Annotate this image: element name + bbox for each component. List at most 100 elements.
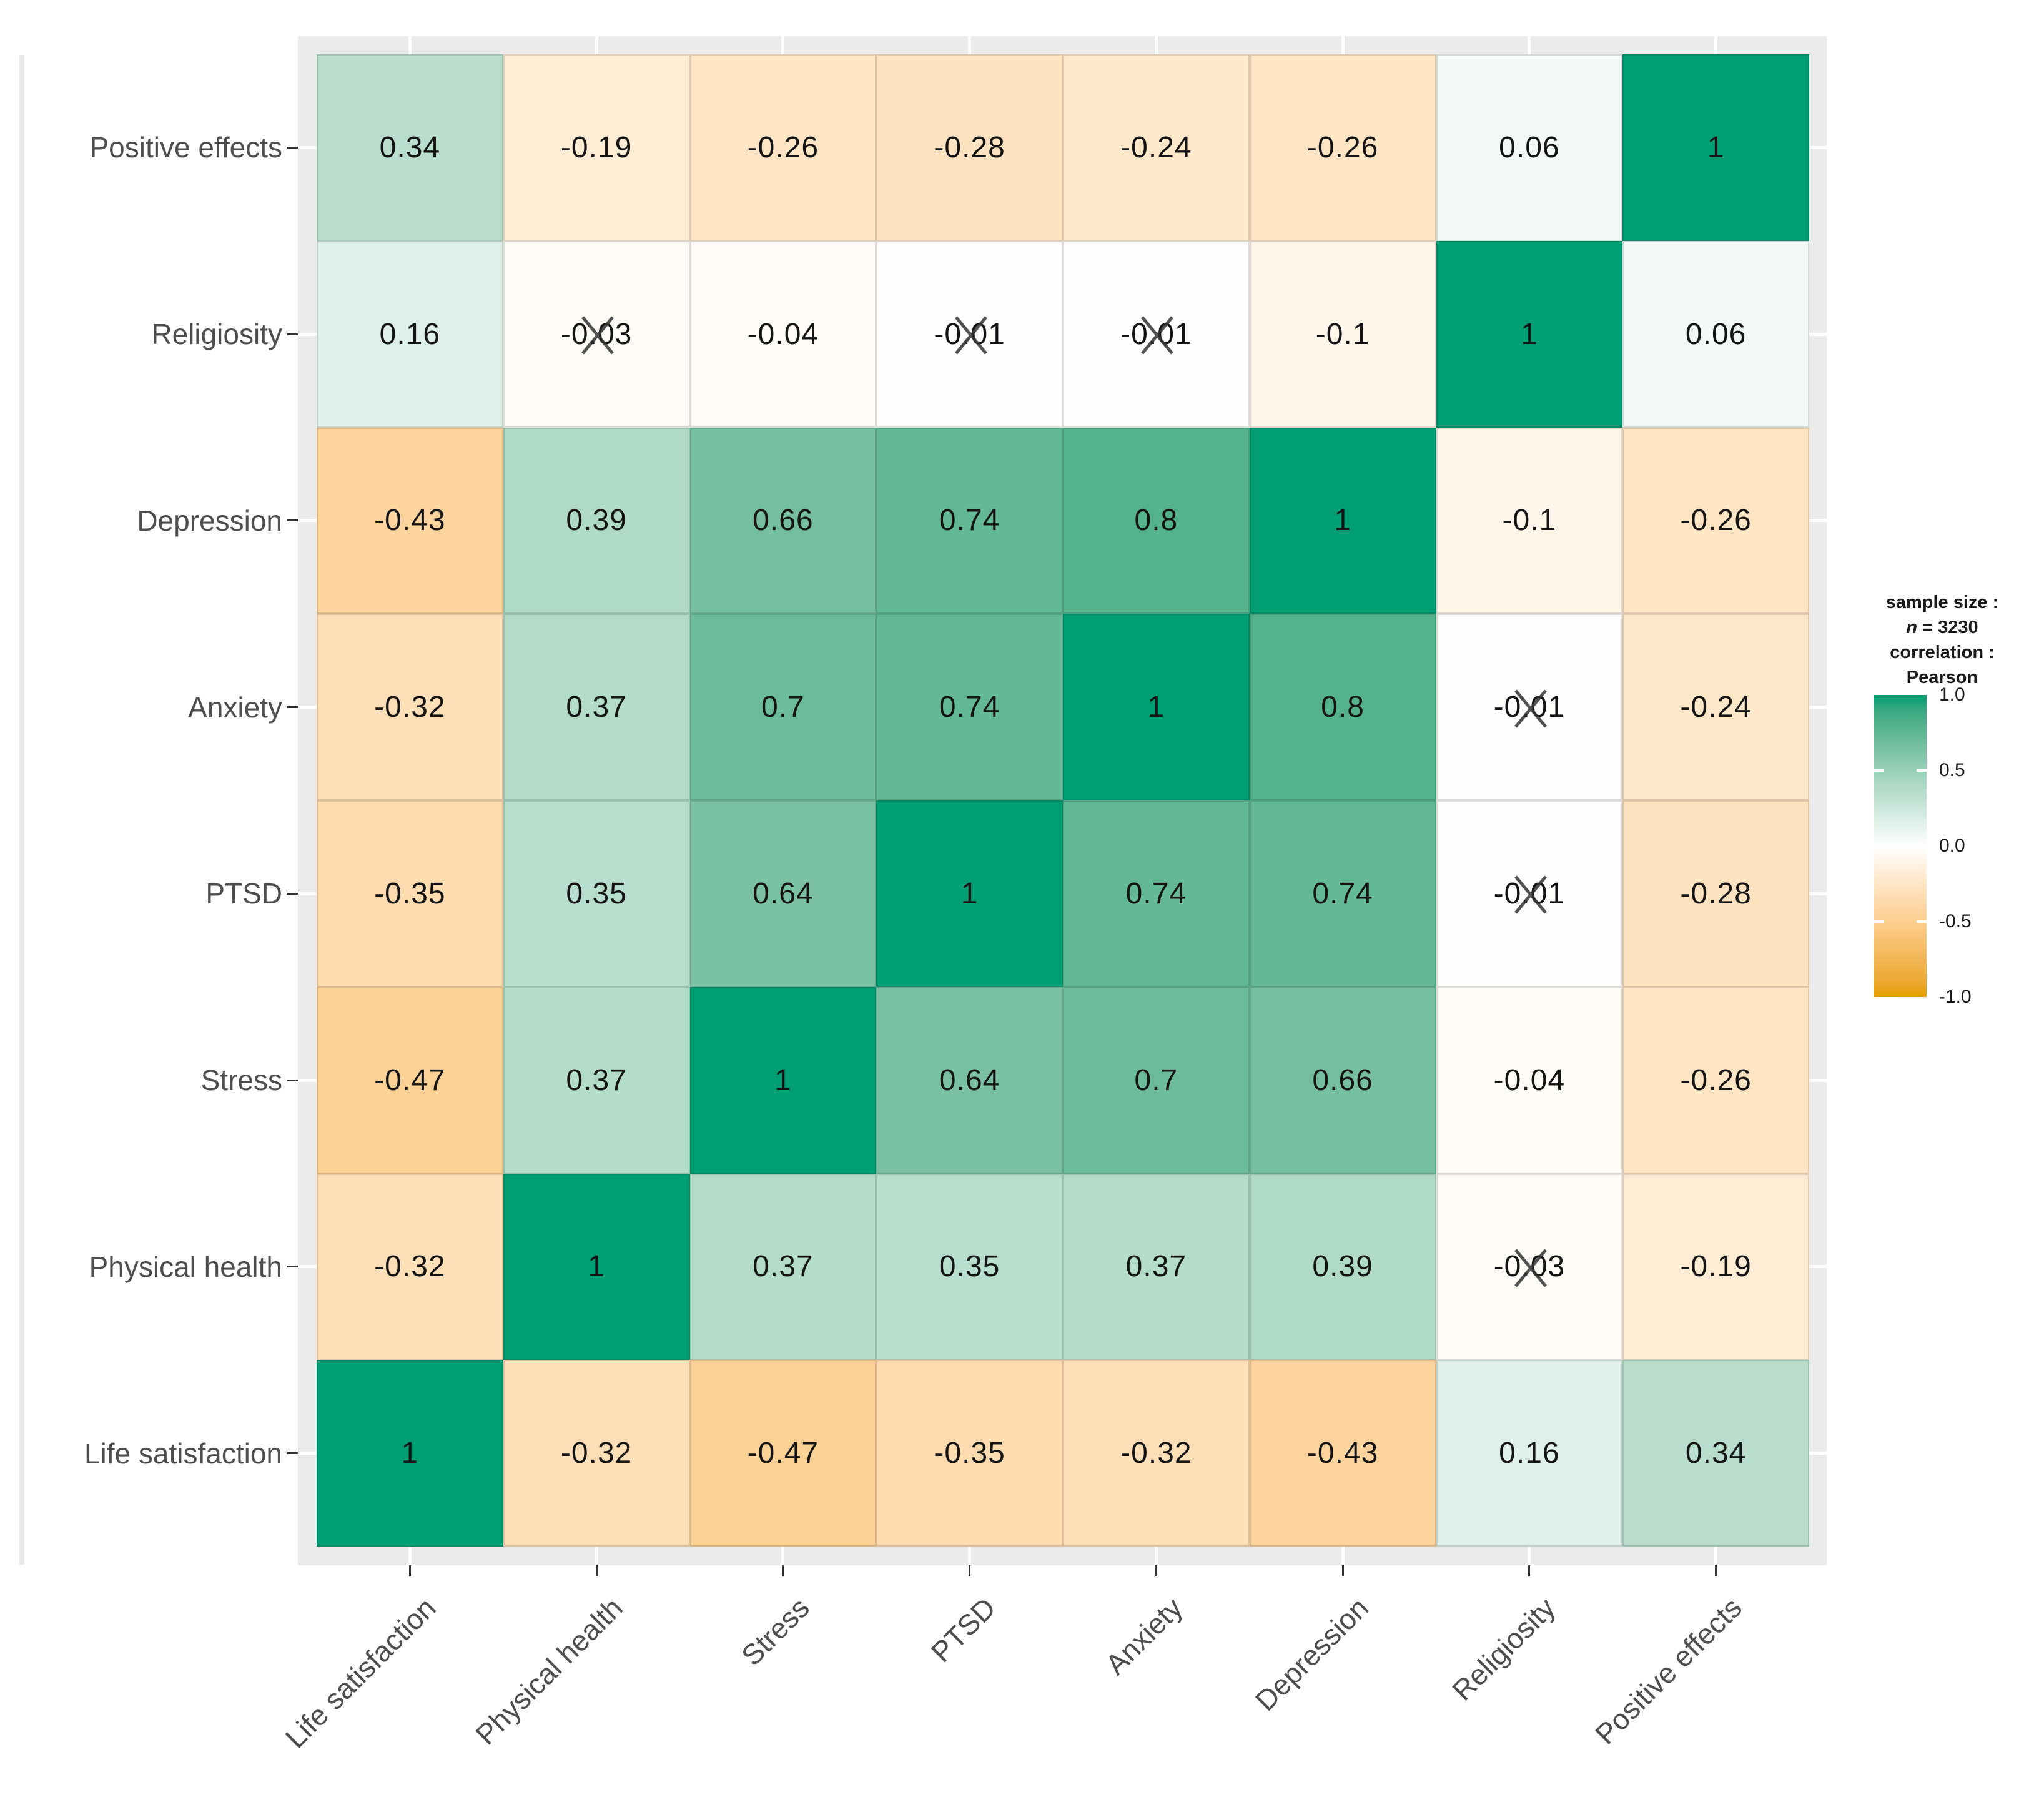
cell-value: -0.32 (1120, 1437, 1192, 1470)
y-axis-label: Physical health (89, 1250, 282, 1283)
heatmap-cell: -0.35 (876, 1360, 1063, 1547)
cell-value: 0.06 (1685, 317, 1747, 351)
heatmap-cell: 0.66 (1249, 986, 1436, 1174)
cell-value: 0.37 (566, 1063, 627, 1097)
cell-value: -0.43 (374, 504, 446, 538)
y-axis-tick (287, 333, 298, 335)
x-axis-label: Religiosity (1446, 1591, 1562, 1707)
x-axis-tick (1341, 1565, 1344, 1576)
y-axis-tick (287, 146, 298, 149)
heatmap-cell: -0.04 (689, 240, 877, 428)
y-axis-label: PTSD (205, 877, 282, 910)
cell-value: 0.34 (379, 130, 441, 164)
cell-value: 0.34 (1685, 1437, 1747, 1470)
colorbar-break-tick (1917, 845, 1927, 847)
heatmap-cell: -0.1 (1249, 240, 1436, 428)
cell-value: 0.7 (761, 691, 805, 724)
cell-value: -0.1 (1502, 504, 1557, 538)
cell-value: -0.35 (374, 877, 446, 910)
heatmap-cell: 0.35 (503, 800, 690, 987)
heatmap-cell: -0.47 (689, 1360, 877, 1547)
cell-value: -0.28 (1680, 877, 1752, 910)
cell-value: 0.66 (1312, 1063, 1373, 1097)
y-axis-label: Anxiety (188, 691, 282, 724)
y-axis-label: Religiosity (151, 318, 282, 351)
x-axis-tick (1528, 1565, 1531, 1576)
cell-value: -0.26 (1680, 1063, 1752, 1097)
legend-method: Pearson (1906, 667, 1978, 687)
cell-value: -0.26 (747, 130, 819, 164)
x-axis-tick (408, 1565, 411, 1576)
colorbar-break-tick (1917, 920, 1927, 923)
heatmap-cell: -0.26 (1622, 986, 1809, 1174)
heatmap-cell: 0.35 (876, 1173, 1063, 1360)
cell-value: 1 (1334, 504, 1351, 538)
x-axis-label: Life satisfaction (279, 1591, 442, 1754)
x-axis-label: Anxiety (1099, 1591, 1188, 1681)
heatmap-cell: 1 (1622, 54, 1809, 241)
cell-value: 0.06 (1499, 130, 1560, 164)
heatmap-cell: -0.24 (1063, 54, 1250, 241)
heatmap-cell: -0.03 (1436, 1173, 1623, 1360)
heatmap-cell: -0.04 (1436, 986, 1623, 1174)
x-axis-tick (1715, 1565, 1717, 1576)
cell-value: -0.19 (1680, 1250, 1752, 1284)
colorbar-break-tick (1874, 769, 1884, 772)
colorbar-break-tick (1917, 769, 1927, 772)
plot-panel: 0.34 -0.19 -0.26 -0.28 -0.24 -0.26 0.06 1 0.16 -0… (298, 36, 1827, 1565)
cell-value: 0.74 (939, 691, 1000, 724)
heatmap-cell: 0.74 (876, 427, 1063, 614)
heatmap-cell: -0.26 (1622, 427, 1809, 614)
x-axis-label: PTSD (924, 1591, 1002, 1669)
heatmap-cell: 0.34 (317, 54, 503, 241)
cell-value: 0.37 (566, 691, 627, 724)
heatmap-cell: 0.74 (1063, 800, 1250, 987)
heatmap-cell: -0.01 (1063, 240, 1250, 428)
y-axis-label: Life satisfaction (84, 1437, 282, 1470)
x-axis-tick (595, 1565, 598, 1576)
cell-value: -0.01 (934, 317, 1005, 351)
heatmap-cell: 1 (876, 800, 1063, 987)
y-axis-label: Positive effects (89, 131, 282, 164)
heatmap-cell: 1 (1249, 427, 1436, 614)
cell-value: 1 (774, 1063, 792, 1097)
legend-correlation-label: correlation : (1890, 642, 1995, 662)
heatmap-cell: -0.01 (1436, 614, 1623, 800)
cell-value: -0.24 (1120, 130, 1192, 164)
heatmap-cell: 1 (1063, 614, 1250, 800)
heatmap-cell: -0.19 (503, 54, 690, 241)
x-axis-label: Depression (1249, 1591, 1375, 1718)
heatmap-cell: 0.39 (503, 427, 690, 614)
cell-value: -0.35 (934, 1437, 1005, 1470)
heatmap-cell: -0.01 (876, 240, 1063, 428)
heatmap-cell: -0.43 (1249, 1360, 1436, 1547)
cell-value: 0.66 (753, 504, 814, 538)
heatmap-cell: 0.74 (1249, 800, 1436, 987)
cell-value: 0.16 (1499, 1437, 1560, 1470)
x-axis-label: Positive effects (1589, 1591, 1749, 1751)
cell-value: 0.35 (566, 877, 627, 910)
cell-value: -0.26 (1306, 130, 1379, 164)
heatmap-cell: -0.03 (503, 240, 690, 428)
cell-value: 0.37 (1125, 1250, 1187, 1284)
x-axis-tick (969, 1565, 971, 1576)
heatmap-cell: 1 (317, 1360, 503, 1547)
heatmap-cell: -0.47 (317, 986, 503, 1174)
heatmap-cell: -0.32 (317, 614, 503, 800)
y-axis-label: Depression (137, 504, 282, 537)
x-axis-label: Stress (734, 1591, 816, 1672)
heatmap-cell: 0.16 (317, 240, 503, 428)
cell-value: -0.01 (1120, 317, 1192, 351)
y-axis-tick (287, 1452, 298, 1455)
cell-value: 1 (401, 1437, 419, 1470)
heatmap-cell: 0.64 (876, 986, 1063, 1174)
heatmap-cell: 0.66 (689, 427, 877, 614)
cell-value: 0.16 (379, 317, 441, 351)
cell-value: -0.24 (1680, 691, 1752, 724)
heatmap-cell: -0.1 (1436, 427, 1623, 614)
cell-value: -0.03 (560, 317, 633, 351)
heatmap-cell: 0.16 (1436, 1360, 1623, 1547)
heatmap-cell: 0.37 (503, 986, 690, 1174)
y-axis-tick (287, 519, 298, 522)
cell-value: -0.32 (374, 691, 446, 724)
